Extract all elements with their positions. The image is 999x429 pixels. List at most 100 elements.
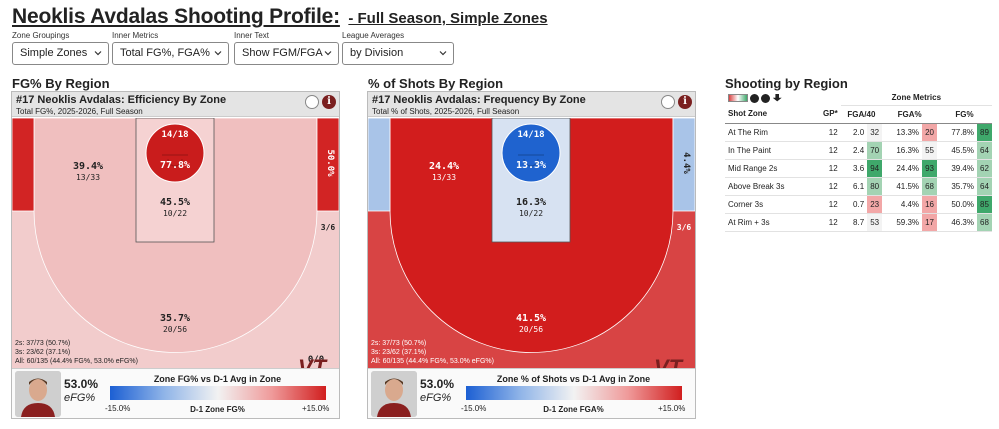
row-fgpct: 35.7% <box>937 177 977 196</box>
zone-groupings-control: Zone Groupings Simple Zones <box>12 29 109 65</box>
row-fga40: 8.7 <box>840 213 868 232</box>
fg-panel: #17 Neoklis Avdalas: Efficiency By Zone … <box>11 91 340 419</box>
row-zone: Above Break 3s <box>725 177 812 196</box>
row-fgpct-pctile: 89 <box>977 123 992 142</box>
inner-metrics-control: Inner Metrics Total FG%, FGA% <box>112 29 229 65</box>
page-title-main: Neoklis Avdalas Shooting Profile: <box>12 5 340 28</box>
efg-label: eFG% <box>64 392 96 404</box>
toggle-circle-button[interactable] <box>305 95 319 109</box>
table-row: In The Paint 12 2.4 70 16.3% 55 45.5% 64 <box>725 141 992 160</box>
fg-three-value: 35.7% <box>160 313 190 324</box>
fg-mid-value: 39.4% <box>73 161 103 172</box>
settings-icon[interactable] <box>761 93 771 103</box>
fg-panel-header: #17 Neoklis Avdalas: Efficiency By Zone … <box>12 92 339 117</box>
row-gp: 12 <box>811 123 841 142</box>
row-gp: 12 <box>811 159 841 178</box>
freq-panel: #17 Neoklis Avdalas: Frequency By Zone T… <box>367 91 696 419</box>
row-zone: Mid Range 2s <box>725 159 812 178</box>
league-averages-select[interactable]: by Division <box>342 42 454 65</box>
col-header-gp[interactable]: GP* <box>811 105 841 124</box>
col-header-zone[interactable]: Shot Zone <box>725 105 812 124</box>
fg-rim-count: 14/18 <box>161 130 188 140</box>
row-fgapct: 59.3% <box>882 213 923 232</box>
table-row: Corner 3s 12 0.7 23 4.4% 16 50.0% 85 <box>725 195 992 214</box>
fg-rim-value: 77.8% <box>160 160 190 171</box>
freq-panel-header: #17 Neoklis Avdalas: Frequency By Zone T… <box>368 92 695 117</box>
inner-metrics-label: Inner Metrics <box>112 31 159 40</box>
toggle-circle-button[interactable] <box>661 95 675 109</box>
row-fgpct: 77.8% <box>937 123 977 142</box>
inner-text-control: Inner Text Show FGM/FGA <box>234 29 339 65</box>
row-fgpct: 50.0% <box>937 195 977 214</box>
freq-panel-footer: 53.0% eFG% Zone % of Shots vs D-1 Avg in… <box>368 368 695 418</box>
fg-legend-title: Zone FG% vs D-1 Avg in Zone <box>153 374 282 384</box>
row-fgapct-pctile: 20 <box>922 123 938 142</box>
fg-zone-left-corner <box>12 118 35 212</box>
inner-metrics-select[interactable]: Total FG%, FGA% <box>112 42 229 65</box>
chevron-down-icon <box>94 51 102 56</box>
table-section-title: Shooting by Region <box>725 76 848 91</box>
row-fgapct-pctile: 68 <box>922 177 938 196</box>
row-gp: 12 <box>811 141 841 160</box>
row-fga40-pctile: 94 <box>867 159 883 178</box>
fg-section-title: FG% By Region <box>12 76 110 91</box>
row-fgapct-pctile: 16 <box>922 195 938 214</box>
table-row: Above Break 3s 12 6.1 80 41.5% 68 35.7% 64 <box>725 177 992 196</box>
freq-legend-gradient <box>466 386 682 400</box>
freq-summary-twos: 2s: 37/73 (50.7%) <box>371 340 426 347</box>
row-fgpct-pctile: 64 <box>977 177 992 196</box>
league-averages-control: League Averages by Division <box>342 29 454 65</box>
download-icon[interactable] <box>772 93 782 102</box>
fg-panel-title: #17 Neoklis Avdalas: Efficiency By Zone <box>16 94 227 106</box>
table-header-row: Shot Zone GP* FGA/40 FGA% FG% <box>725 105 992 124</box>
chevron-down-icon <box>214 51 222 56</box>
efg-label: eFG% <box>420 392 452 404</box>
inner-text-value: Show FGM/FGA <box>242 47 323 59</box>
table-group-header-row: Zone Metrics <box>725 91 992 106</box>
row-fgapct: 41.5% <box>882 177 923 196</box>
fg-zone-rim <box>145 123 205 183</box>
freq-rim-count: 14/18 <box>517 130 544 140</box>
info-icon[interactable]: i <box>678 95 692 109</box>
page-title: Neoklis Avdalas Shooting Profile: - Full… <box>12 5 548 29</box>
freq-three-value: 41.5% <box>516 313 546 324</box>
row-fga40: 6.1 <box>840 177 868 196</box>
zone-groupings-select[interactable]: Simple Zones <box>12 42 109 65</box>
close-icon[interactable] <box>750 93 760 103</box>
color-toggle-icon[interactable] <box>728 94 748 103</box>
fg-legend-max: +15.0% <box>302 404 330 413</box>
row-fga40-pctile: 32 <box>867 123 883 142</box>
freq-paint-count: 10/22 <box>519 209 543 218</box>
freq-legend-mid: D-1 Zone FGA% <box>543 405 604 414</box>
row-gp: 12 <box>811 177 841 196</box>
row-fgapct-pctile: 55 <box>922 141 938 160</box>
table-row: Mid Range 2s 12 3.6 94 24.4% 93 39.4% 62 <box>725 159 992 178</box>
fg-corner-value: 50.0% <box>325 149 335 177</box>
fg-paint-value: 45.5% <box>160 197 190 208</box>
row-fgapct: 16.3% <box>882 141 923 160</box>
row-fgapct-pctile: 17 <box>922 213 938 232</box>
col-header-fgapct[interactable]: FGA% <box>882 105 938 124</box>
player-headshot-icon <box>15 371 61 417</box>
freq-three-count: 20/56 <box>519 325 543 334</box>
col-header-fga40[interactable]: FGA/40 <box>840 105 883 124</box>
zone-groupings-value: Simple Zones <box>20 47 88 59</box>
inner-text-select[interactable]: Show FGM/FGA <box>234 42 339 65</box>
freq-legend-min: -15.0% <box>461 404 487 413</box>
player-headshot-icon <box>371 371 417 417</box>
freq-mid-count: 13/33 <box>432 173 456 182</box>
fg-summary-threes: 3s: 23/62 (37.1%) <box>15 349 70 356</box>
avatar <box>15 371 61 417</box>
fg-summary-twos: 2s: 37/73 (50.7%) <box>15 340 70 347</box>
freq-panel-title: #17 Neoklis Avdalas: Frequency By Zone <box>372 94 586 106</box>
fg-legend-mid: D-1 Zone FG% <box>190 405 245 414</box>
efg-value: 53.0% <box>64 377 99 391</box>
row-fgpct: 46.3% <box>937 213 977 232</box>
chevron-down-icon <box>324 51 332 56</box>
info-icon[interactable]: i <box>322 95 336 109</box>
row-zone: Corner 3s <box>725 195 812 214</box>
col-header-fgpct[interactable]: FG% <box>937 105 992 124</box>
row-fgapct: 13.3% <box>882 123 923 142</box>
fg-legend-min: -15.0% <box>105 404 131 413</box>
basket-icon <box>518 154 544 167</box>
